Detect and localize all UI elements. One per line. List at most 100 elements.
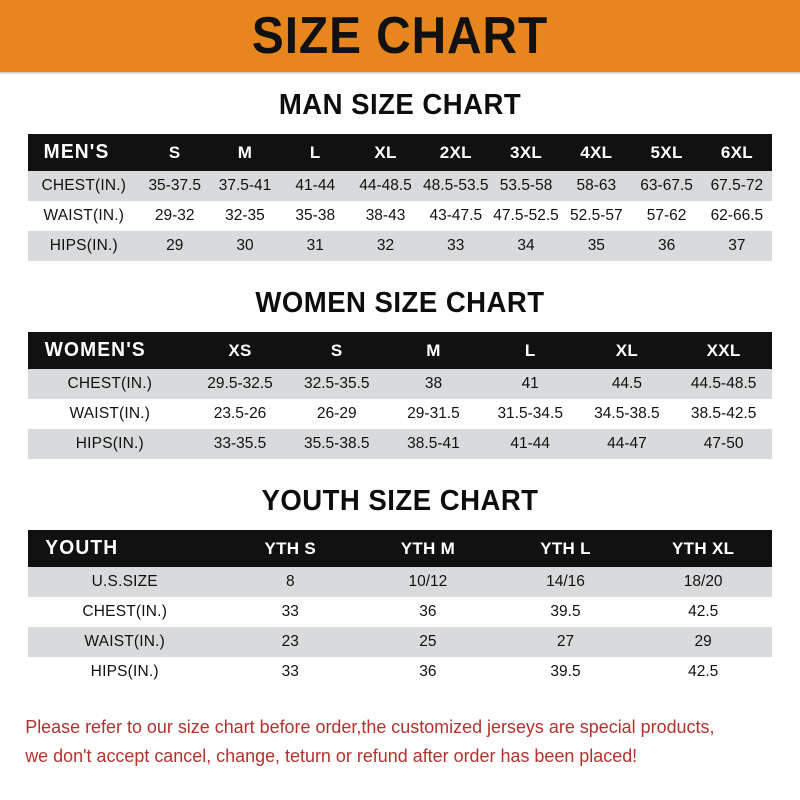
column-header-size: XS [228, 340, 252, 360]
section-title: WOMEN SIZE CHART [255, 287, 545, 319]
column-header-size: S [168, 142, 181, 162]
measurement-cell: 63-67.5 [640, 177, 693, 194]
measurement-cell: 44-48.5 [359, 177, 412, 194]
section-youth: YOUTH SIZE CHART YOUTH YTH S YTH M YTH L YTH … [0, 485, 800, 687]
row-label: WAIST(IN.) [69, 405, 151, 422]
row-label: U.S.SIZE [91, 573, 158, 590]
page-banner: SIZE CHART [0, 0, 800, 72]
column-header-size: 5XL [650, 142, 683, 162]
size-table: WOMEN'S XS S M L XL XXL CHEST(IN.) 29.5-32.5 32.5… [28, 332, 772, 459]
measurement-cell: 48.5-53.5 [423, 177, 489, 194]
measurement-cell: 29 [694, 633, 712, 650]
table-row: U.S.SIZE 8 10/12 14/16 18/20 [28, 567, 772, 597]
measurement-cell: 35 [587, 237, 605, 254]
row-label: HIPS(IN.) [49, 237, 118, 254]
measurement-cell: 23 [281, 633, 299, 650]
table-row: CHEST(IN.) 33 36 39.5 42.5 [28, 597, 772, 627]
measurement-cell: 43-47.5 [429, 207, 483, 224]
table-header-row: WOMEN'S XS S M L XL XXL [28, 332, 772, 369]
table-row: CHEST(IN.) 29.5-32.5 32.5-35.5 38 41 44.5 44.5… [28, 369, 772, 399]
column-header-size: M [426, 340, 441, 360]
spacer [0, 75, 800, 89]
measurement-cell: 23.5-26 [213, 405, 267, 422]
size-table: YOUTH YTH S YTH M YTH L YTH XL U.S.SIZE 8 10/12… [28, 530, 772, 687]
column-header-size: 6XL [720, 142, 753, 162]
row-label: CHEST(IN.) [41, 177, 127, 194]
footer-line-1: Please refer to our size chart before or… [25, 716, 715, 737]
table-header-label: MEN'S [43, 141, 110, 163]
measurement-cell: 41 [521, 375, 539, 392]
banner-shadow [0, 72, 800, 75]
measurement-cell: 34.5-38.5 [594, 405, 660, 422]
measurement-cell: 26-29 [316, 405, 357, 422]
column-header-size: YTH S [264, 538, 317, 558]
measurement-cell: 42.5 [688, 663, 719, 680]
footer-disclaimer: Please refer to our size chart before or… [0, 713, 776, 770]
row-label: HIPS(IN.) [90, 663, 159, 680]
measurement-cell: 32.5-35.5 [304, 375, 370, 392]
measurement-cell: 18/20 [683, 573, 723, 590]
measurement-cell: 41-44 [295, 177, 336, 194]
measurement-cell: 41-44 [510, 435, 551, 452]
measurement-cell: 44.5 [611, 375, 642, 392]
measurement-cell: 36 [657, 237, 676, 254]
measurement-cell: 38.5-42.5 [690, 405, 757, 422]
row-label: WAIST(IN.) [43, 207, 125, 224]
spacer [28, 320, 772, 332]
measurement-cell: 38.5-41 [407, 435, 460, 452]
measurement-cell: 37.5-41 [218, 177, 272, 194]
table-row: WAIST(IN.) 29-32 32-35 35-38 38-43 43-47.5 47.… [28, 201, 772, 231]
measurement-cell: 39.5 [550, 663, 581, 680]
column-header-size: M [237, 142, 253, 162]
column-header-size: L [309, 142, 321, 162]
section-title: MAN SIZE CHART [278, 89, 522, 121]
measurement-cell: 62-66.5 [710, 207, 764, 224]
column-header-size: 3XL [510, 142, 543, 162]
measurement-cell: 34 [517, 237, 535, 254]
measurement-cell: 39.5 [550, 603, 581, 620]
measurement-cell: 33 [447, 237, 465, 254]
measurement-cell: 29-32 [154, 207, 195, 224]
measurement-cell: 44-47 [607, 435, 647, 452]
page-title: SIZE CHART [251, 7, 549, 65]
row-label: WAIST(IN.) [84, 633, 166, 650]
spacer [28, 518, 772, 530]
table-row: CHEST(IN.) 35-37.5 37.5-41 41-44 44-48.5 48.5… [28, 171, 772, 201]
measurement-cell: 47-50 [703, 435, 744, 452]
measurement-cell: 36 [419, 663, 437, 680]
row-label: CHEST(IN.) [67, 375, 153, 392]
table-row: WAIST(IN.) 23 25 27 29 [28, 627, 772, 657]
section-women-s: WOMEN SIZE CHART WOMEN'S XS S M L XL XXL CHEST(I… [0, 287, 800, 459]
measurement-cell: 33-35.5 [213, 435, 267, 452]
measurement-cell: 32 [376, 237, 395, 254]
measurement-cell: 35.5-38.5 [304, 435, 370, 452]
measurement-cell: 30 [236, 237, 254, 254]
measurement-cell: 29-31.5 [407, 405, 460, 422]
measurement-cell: 47.5-52.5 [493, 207, 559, 224]
spacer [0, 687, 800, 713]
measurement-cell: 44.5-48.5 [690, 375, 757, 392]
spacer [0, 459, 800, 485]
measurement-cell: 35-38 [295, 207, 336, 224]
measurement-cell: 25 [419, 633, 437, 650]
table-header-row: MEN'S S M L XL 2XL 3XL 4XL 5XL 6XL [28, 134, 772, 171]
table-header-label: YOUTH [45, 537, 119, 559]
row-label: HIPS(IN.) [75, 435, 144, 452]
measurement-cell: 38-43 [365, 207, 406, 224]
size-table: MEN'S S M L XL 2XL 3XL 4XL 5XL 6XL CHEST(IN.) 35-37… [28, 134, 772, 261]
table-row: HIPS(IN.) 33 36 39.5 42.5 [28, 657, 772, 687]
measurement-cell: 57-62 [646, 207, 687, 224]
measurement-cell: 52.5-57 [570, 207, 623, 224]
table-row: WAIST(IN.) 23.5-26 26-29 29-31.5 31.5-34.5 34… [28, 399, 772, 429]
table-row: HIPS(IN.) 29 30 31 32 33 34 35 36 37 [28, 231, 772, 261]
row-label: CHEST(IN.) [82, 603, 168, 620]
measurement-cell: 36 [419, 603, 437, 620]
table-header-row: YOUTH YTH S YTH M YTH L YTH XL [28, 530, 772, 567]
measurement-cell: 29.5-32.5 [207, 375, 273, 392]
measurement-cell: 38 [424, 375, 443, 392]
size-chart-sections: MAN SIZE CHART MEN'S S M L XL 2XL 3XL 4XL 5XL 6XL C… [0, 89, 800, 713]
measurement-cell: 53.5-58 [499, 177, 553, 194]
column-header-size: YTH M [400, 538, 456, 558]
measurement-cell: 10/12 [408, 573, 448, 590]
